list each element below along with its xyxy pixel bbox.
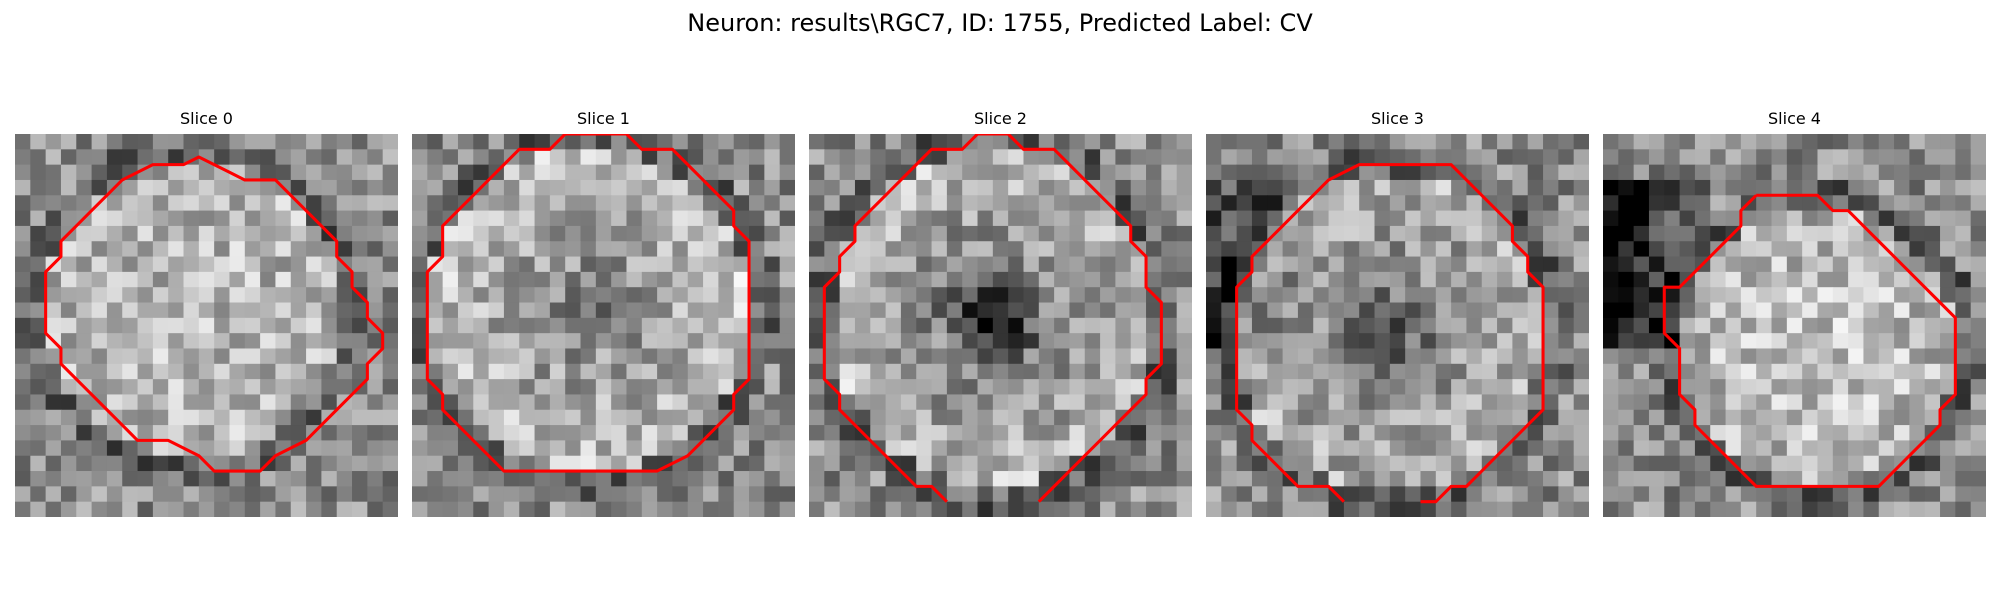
slice-image-1	[412, 134, 795, 517]
slice-image-2	[809, 134, 1192, 517]
segmentation-contour-4	[1662, 193, 1957, 488]
slice-image-4	[1603, 134, 1986, 517]
slice-panel-2: Slice 2	[809, 107, 1192, 520]
slice-title-3: Slice 3	[1371, 109, 1424, 128]
slice-panel-4: Slice 4	[1603, 107, 1986, 520]
slice-panel-1: Slice 1	[412, 107, 795, 520]
slice-image-3	[1206, 134, 1589, 517]
slice-image-0	[15, 134, 398, 517]
slice-panel-0: Slice 0	[15, 107, 398, 520]
slice-title-2: Slice 2	[974, 109, 1027, 128]
slice-panel-3: Slice 3	[1206, 107, 1589, 520]
segmentation-contour-0	[44, 155, 385, 473]
slice-title-1: Slice 1	[577, 109, 630, 128]
segmentation-contour-2	[822, 134, 1163, 503]
slice-title-0: Slice 0	[180, 109, 233, 128]
segmentation-contour-1	[425, 134, 751, 473]
figure-title: Neuron: results\RGC7, ID: 1755, Predicte…	[687, 9, 1313, 37]
segmentation-contour-3	[1235, 163, 1545, 504]
slice-title-4: Slice 4	[1768, 109, 1821, 128]
